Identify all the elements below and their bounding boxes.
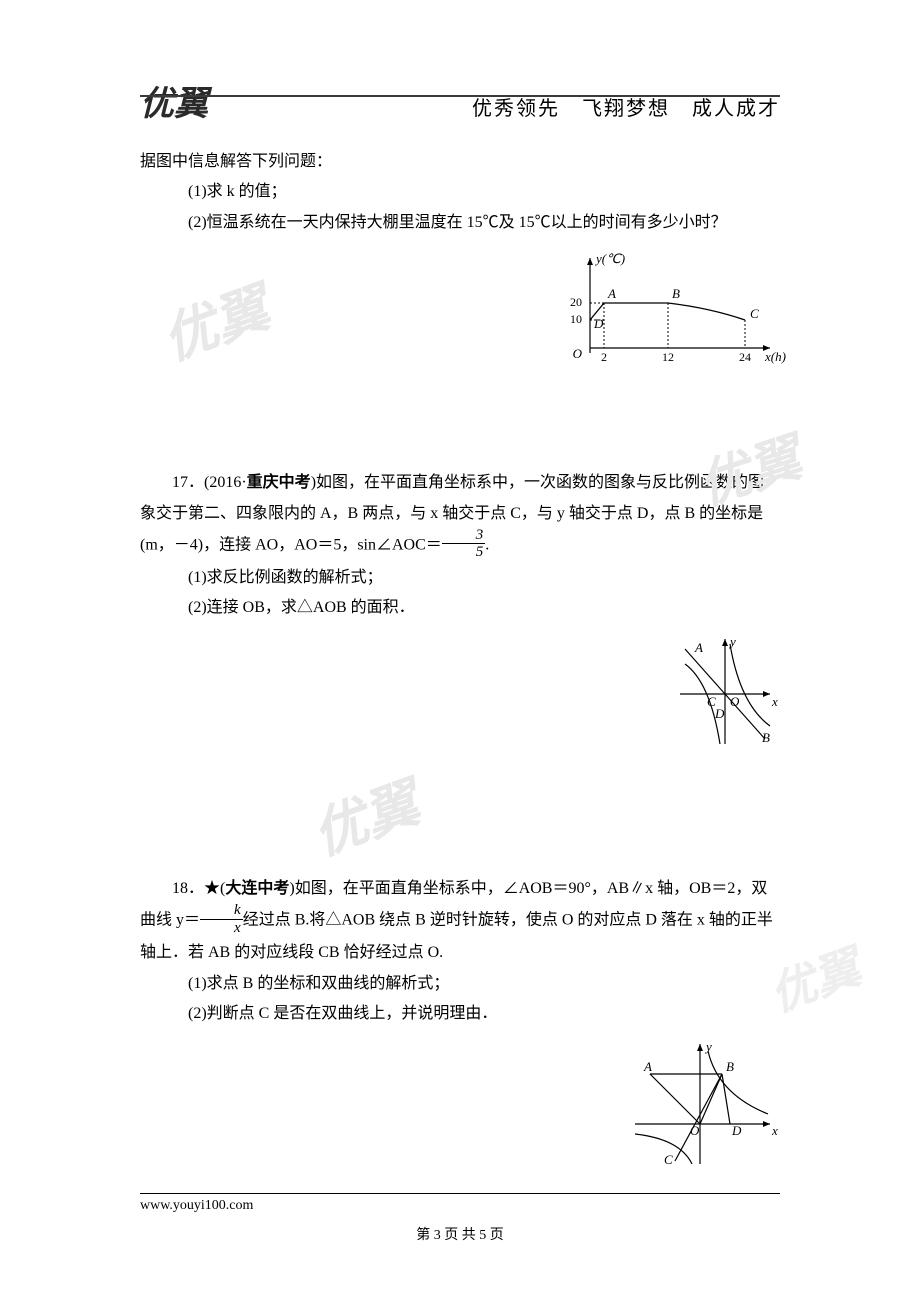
intro-q1: (1)求 k 的值； xyxy=(140,177,780,207)
q17-bold: 重庆中考 xyxy=(247,474,311,491)
footer-rule xyxy=(140,1193,780,1194)
chart-temperature: 20 10 2 12 24 x(h) y(℃) O A B xyxy=(560,248,780,368)
q17-sub2: (2)连接 OB，求△AOB 的面积． xyxy=(140,593,780,623)
frac-den: 5 xyxy=(442,543,486,561)
pt-C: C xyxy=(664,1152,673,1167)
logo-text: 优翼 xyxy=(140,76,208,125)
q17-text: 17．(2016·重庆中考)如图，在平面直角坐标系中，一次函数的图象与反比例函数… xyxy=(140,468,780,563)
intro-q2: (2)恒温系统在一天内保持大棚里温度在 15℃及 15℃以上的时间有多少小时？ xyxy=(140,208,780,238)
content-body: 据图中信息解答下列问题： (1)求 k 的值； (2)恒温系统在一天内保持大棚里… xyxy=(140,147,780,1169)
page-header: 优翼 优秀领先 飞翔梦想 成人成才 xyxy=(140,72,780,129)
q18-text: 18．★(大连中考)如图，在平面直角坐标系中，∠AOB＝90°，AB∥x 轴，O… xyxy=(140,874,780,969)
q18-prefix: 18．★( xyxy=(172,880,225,897)
figure-3: x y O A B D C xyxy=(140,1039,780,1169)
frac-den: x xyxy=(200,919,243,937)
fraction-3-5: 35 xyxy=(442,527,486,561)
pt-B: B xyxy=(762,730,770,745)
pt-C: C xyxy=(750,306,759,321)
q18-bold: 大连中考 xyxy=(225,880,289,897)
tick-2: 2 xyxy=(601,350,607,364)
q17-period: . xyxy=(485,537,489,554)
q18-sub1: (1)求点 B 的坐标和双曲线的解析式； xyxy=(140,969,780,999)
chart-coord-2: x y O A B C D xyxy=(670,634,780,754)
tick-10: 10 xyxy=(570,312,582,326)
tick-24: 24 xyxy=(739,350,751,364)
pt-A: A xyxy=(607,286,616,301)
pt-D: D xyxy=(714,706,725,721)
figure-1: 20 10 2 12 24 x(h) y(℃) O A B xyxy=(140,248,780,368)
intro-line: 据图中信息解答下列问题： xyxy=(140,147,780,177)
frac-num: 3 xyxy=(442,527,486,544)
tick-20: 20 xyxy=(570,295,582,309)
pt-A: A xyxy=(694,640,703,655)
frac-num: k xyxy=(200,902,243,919)
q-text: (2)恒温系统在一天内保持大棚里温度在 15℃及 15℃以上的时间有多少小时？ xyxy=(188,214,727,231)
y-label: y xyxy=(728,634,736,649)
figure-2: x y O A B C D xyxy=(140,634,780,754)
origin-label: O xyxy=(573,346,583,361)
pt-A: A xyxy=(643,1059,652,1074)
x-label: x xyxy=(771,1123,778,1138)
header-rule xyxy=(140,95,780,97)
footer-url: www.youyi100.com xyxy=(140,1198,780,1214)
x-label: x xyxy=(771,694,778,709)
q17-sub1: (1)求反比例函数的解析式； xyxy=(140,563,780,593)
page-footer: www.youyi100.com 第 3 页 共 5 页 xyxy=(140,1193,780,1244)
q18-sub2: (2)判断点 C 是否在双曲线上，并说明理由． xyxy=(140,999,780,1029)
tick-12: 12 xyxy=(662,350,674,364)
pt-B: B xyxy=(726,1059,734,1074)
pt-D: D xyxy=(731,1123,742,1138)
pt-D: D xyxy=(593,316,604,331)
q17-prefix: 17．(2016· xyxy=(172,474,247,491)
q-text: (1)求 k 的值； xyxy=(188,183,287,200)
pt-B: B xyxy=(672,286,680,301)
chart-coord-3: x y O A B D C xyxy=(630,1039,780,1169)
footer-page: 第 3 页 共 5 页 xyxy=(140,1224,780,1244)
fraction-k-x: kx xyxy=(200,902,243,936)
x-axis-label: x(h) xyxy=(764,349,786,364)
y-axis-label: y(℃) xyxy=(594,251,625,266)
